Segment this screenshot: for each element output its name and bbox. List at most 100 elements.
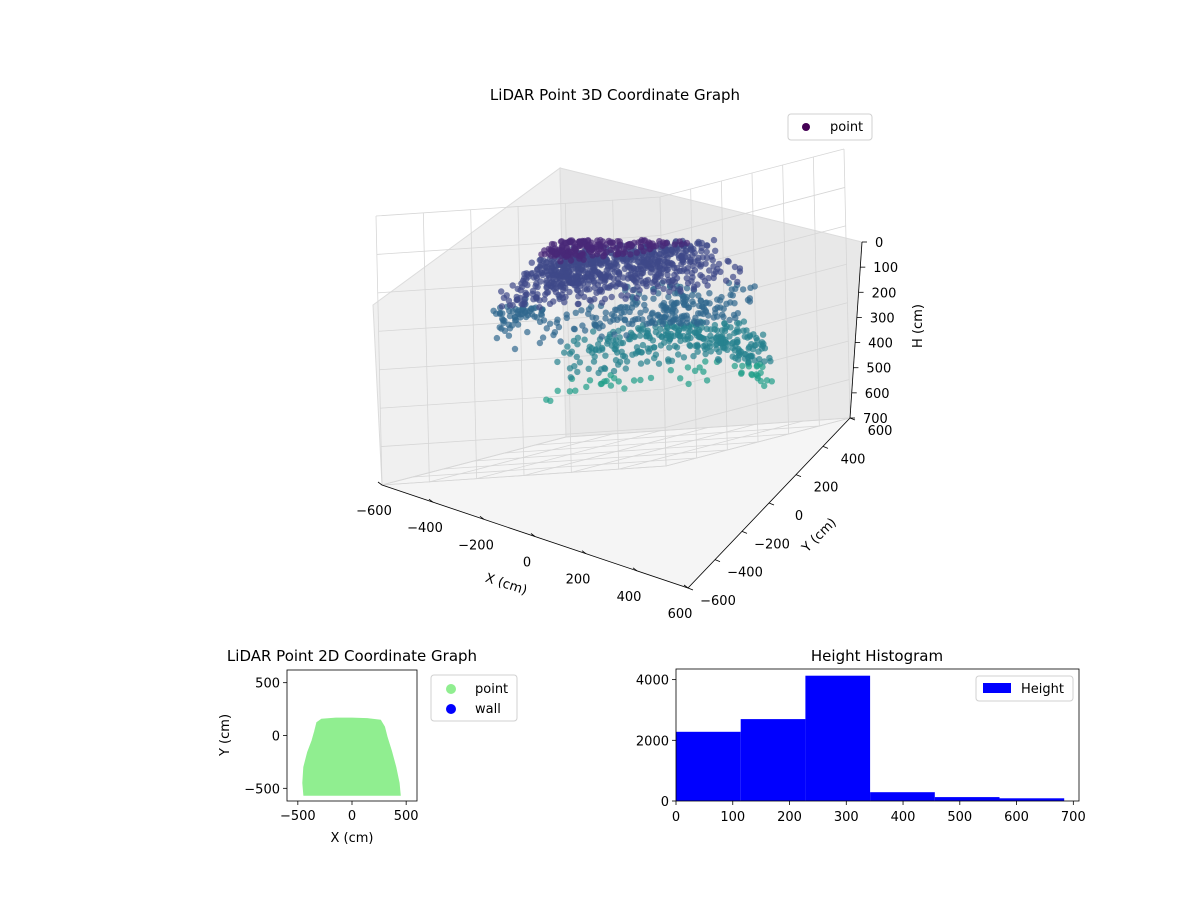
chart3d-point	[603, 241, 610, 248]
chart3d-point	[707, 332, 714, 339]
chart3d-point	[493, 334, 501, 342]
chart2d-title: LiDAR Point 2D Coordinate Graph	[227, 647, 477, 665]
chart3d-point	[695, 334, 703, 341]
chart3d-point	[720, 305, 727, 312]
chart3d-point	[702, 350, 709, 358]
chart3d-point	[689, 292, 696, 299]
chart3d-y-tick-label: 200	[814, 481, 839, 496]
hist-y-tick-label: 4000	[636, 674, 669, 689]
chart3d-point	[637, 272, 644, 280]
chart3d-point	[704, 242, 711, 249]
chart3d-point	[732, 354, 739, 362]
chart3d-point	[601, 364, 608, 372]
chart3d-y-tick	[687, 587, 694, 591]
chart3d-point	[554, 358, 561, 366]
chart3d-point	[726, 316, 733, 324]
hist-legend-swatch	[983, 683, 1011, 693]
chart3d-point	[578, 307, 585, 314]
chart3d-point	[694, 348, 701, 355]
chart3d-point	[650, 295, 657, 302]
hist-x-tick-label: 200	[777, 810, 802, 825]
chart3d-ticks: −600−400−2000200400600−600−400−200020040…	[356, 236, 898, 622]
chart3d-point	[607, 262, 615, 270]
chart3d-point	[747, 352, 754, 359]
chart3d-point	[734, 319, 741, 327]
chart3d-point	[612, 306, 619, 313]
chart3d-point	[586, 296, 593, 304]
chart3d-point	[567, 257, 575, 264]
chart3d-point	[706, 267, 713, 274]
chart3d-point	[602, 309, 609, 316]
chart3d-point	[665, 276, 672, 283]
chart3d-point	[631, 272, 639, 279]
chart3d-point	[723, 300, 730, 307]
chart3d-point	[726, 333, 733, 340]
chart3d-point	[706, 290, 713, 297]
chart3d-y-tick-label: −400	[727, 566, 763, 581]
chart3d-point	[642, 306, 649, 314]
chart3d-point	[746, 295, 753, 302]
chart3d-point	[554, 387, 561, 394]
chart3d-x-tick	[632, 567, 638, 572]
chart2d-y-tick-label: −500	[244, 782, 280, 797]
chart3d-point	[500, 294, 508, 301]
chart3d-point	[683, 275, 690, 282]
chart3d-point	[636, 332, 644, 339]
chart3d-point	[703, 319, 710, 326]
chart3d-point	[623, 358, 631, 365]
chart3d-point	[689, 298, 696, 305]
chart3d-point	[532, 294, 540, 301]
chart3d-point	[574, 334, 582, 341]
chart3d-point	[589, 314, 596, 321]
chart3d-point	[557, 338, 564, 345]
chart3d-point	[714, 304, 721, 311]
chart3d-point	[567, 374, 574, 381]
chart3d-x-tick-label: 400	[617, 590, 642, 605]
chart3d-point	[578, 251, 585, 258]
chart3d-point	[739, 286, 747, 293]
chart3d-point	[524, 281, 531, 289]
chart3d-point	[717, 333, 724, 340]
chart3d-point	[635, 315, 642, 322]
chart3d-point	[695, 254, 702, 262]
chart3d-point	[643, 320, 650, 327]
chart3d-z-tick-label: 300	[870, 311, 895, 326]
chart3d-point	[637, 360, 645, 367]
hist-title: Height Histogram	[811, 647, 943, 665]
chart3d-point	[579, 322, 586, 329]
chart3d-point	[616, 246, 623, 253]
chart3d-z-tick-label: 600	[865, 387, 890, 402]
chart3d-point	[590, 358, 598, 365]
chart3d-y-tick	[795, 474, 802, 478]
chart3d-point	[612, 357, 620, 364]
chart3d-point	[663, 239, 670, 247]
chart3d-point	[696, 302, 703, 310]
chart3d-y-tick	[822, 445, 829, 449]
chart3d-point	[590, 278, 598, 285]
chart3d-point	[610, 367, 618, 375]
chart3d-point	[523, 270, 530, 277]
chart3d-legend-marker	[802, 123, 810, 131]
chart3d-point	[662, 327, 669, 335]
chart2d-x-tick-label: −500	[280, 809, 316, 824]
chart3d-point	[640, 325, 647, 332]
chart3d-point	[585, 365, 592, 372]
chart3d-point	[623, 332, 630, 339]
chart3d-point	[757, 377, 764, 385]
chart3d-point	[680, 266, 688, 273]
chart3d-gridline-z	[381, 417, 851, 486]
chart3d-z-tick-label: 200	[872, 286, 897, 301]
chart3d-point	[615, 269, 623, 276]
chart3d-gridline-z	[376, 187, 845, 255]
hist-bar	[805, 675, 871, 801]
chart3d-point	[680, 354, 688, 361]
chart3d-point	[677, 288, 684, 295]
hist-x-tick-label: 100	[720, 810, 745, 825]
chart3d-point	[524, 328, 531, 336]
chart3d-point	[609, 281, 617, 288]
chart3d-point	[766, 354, 773, 362]
chart3d-point	[641, 301, 648, 309]
chart3d-title: LiDAR Point 3D Coordinate Graph	[490, 86, 740, 104]
hist-bars	[676, 675, 1065, 801]
